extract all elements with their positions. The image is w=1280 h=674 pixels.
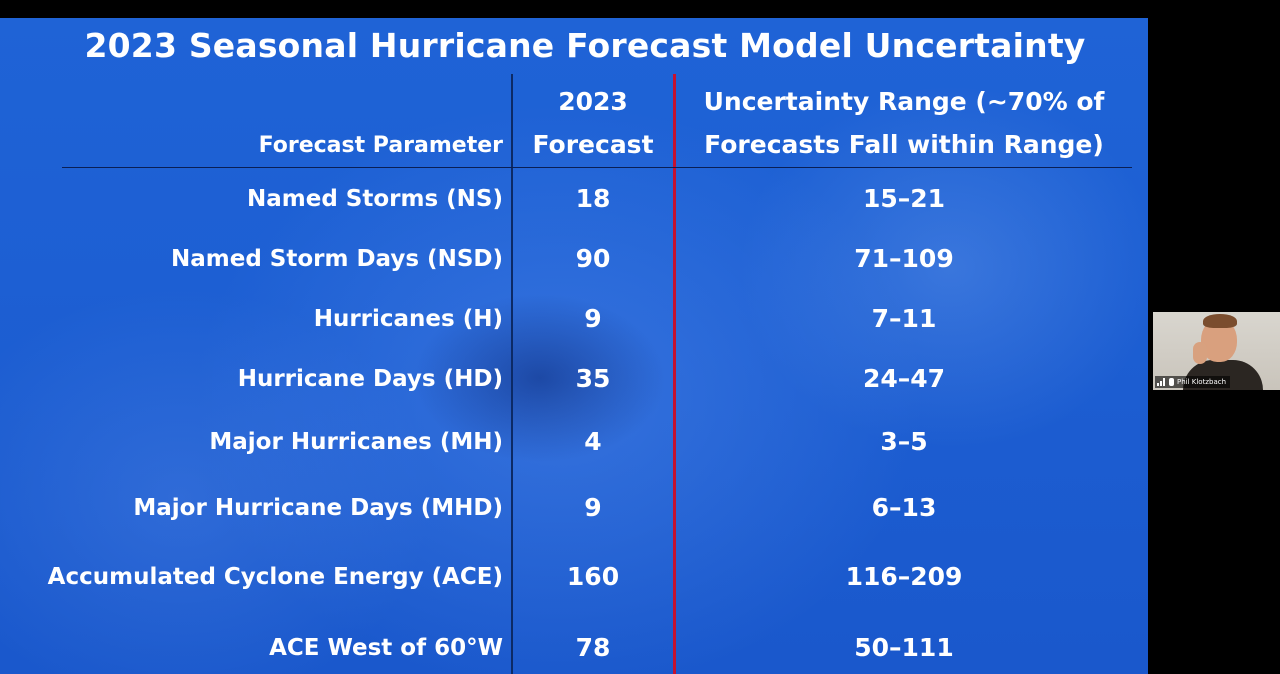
range-cell: 116–209: [845, 562, 963, 591]
parameter-cell: ACE West of 60°W: [269, 635, 503, 661]
parameter-cell: Named Storms (NS): [246, 186, 503, 212]
signal-strength-icon: [1157, 378, 1166, 386]
forecast-cell: 9: [584, 304, 602, 333]
header-forecast-parameter: Forecast Parameter: [258, 133, 503, 158]
table-row: Major Hurricane Days (MHD) 9 6–13: [0, 486, 1148, 530]
table-row: ACE West of 60°W 78 50–111: [0, 626, 1148, 670]
range-cell: 3–5: [880, 427, 928, 456]
slide-title: 2023 Seasonal Hurricane Forecast Model U…: [84, 26, 1086, 65]
header-uncertainty-range: Uncertainty Range (~70% of Forecasts Fal…: [676, 80, 1132, 166]
table-row: Major Hurricanes (MH) 4 3–5: [0, 420, 1148, 464]
range-cell: 50–111: [854, 633, 954, 662]
parameter-cell: Major Hurricanes (MH): [209, 429, 503, 455]
header-2023-forecast: 2023 Forecast: [513, 80, 673, 166]
forecast-cell: 18: [575, 184, 611, 213]
forecast-cell: 78: [575, 633, 611, 662]
forecast-cell: 90: [575, 244, 611, 273]
participant-name-tag: Phil Klotzbach: [1155, 376, 1231, 388]
header-range-line1: Uncertainty Range (~70% of: [703, 87, 1105, 116]
forecast-cell: 4: [584, 427, 602, 456]
range-cell: 6–13: [871, 493, 937, 522]
header-forecast-line2: Forecast: [532, 130, 654, 159]
table-row: Named Storm Days (NSD) 90 71–109: [0, 237, 1148, 281]
participant-hair: [1203, 314, 1237, 328]
range-cell: 71–109: [854, 244, 954, 273]
table-row: Accumulated Cyclone Energy (ACE) 160 116…: [0, 555, 1148, 599]
parameter-cell: Accumulated Cyclone Energy (ACE): [47, 564, 503, 590]
table-row: Hurricane Days (HD) 35 24–47: [0, 357, 1148, 401]
range-cell: 15–21: [862, 184, 946, 213]
parameter-cell: Hurricanes (H): [313, 306, 503, 332]
forecast-cell: 9: [584, 493, 602, 522]
parameter-cell: Major Hurricane Days (MHD): [133, 495, 503, 521]
column-divider-accent: [673, 74, 676, 674]
column-divider: [511, 74, 513, 674]
header-forecast-line1: 2023: [558, 87, 628, 116]
participant-name: Phil Klotzbach: [1177, 378, 1227, 386]
participant-video-tile[interactable]: Phil Klotzbach: [1153, 312, 1280, 390]
range-cell: 7–11: [871, 304, 937, 333]
parameter-cell: Hurricane Days (HD): [237, 366, 503, 392]
header-divider: [62, 167, 1132, 168]
participant-hand: [1193, 342, 1207, 364]
forecast-cell: 35: [575, 364, 611, 393]
parameter-cell: Named Storm Days (NSD): [170, 246, 503, 272]
table-row: Named Storms (NS) 18 15–21: [0, 177, 1148, 221]
shared-slide: 2023 Seasonal Hurricane Forecast Model U…: [0, 18, 1148, 674]
muted-mic-icon: [1169, 378, 1174, 386]
range-cell: 24–47: [862, 364, 946, 393]
table-row: Hurricanes (H) 9 7–11: [0, 297, 1148, 341]
forecast-cell: 160: [566, 562, 620, 591]
header-range-line2: Forecasts Fall within Range): [704, 130, 1104, 159]
